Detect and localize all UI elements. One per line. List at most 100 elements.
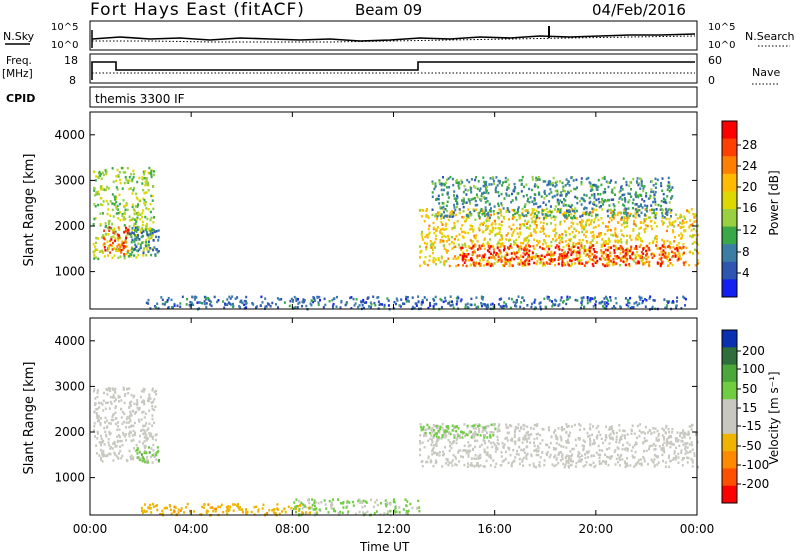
data-cell (352, 500, 355, 504)
data-cell (232, 503, 235, 506)
data-cell (478, 245, 481, 248)
data-cell (633, 432, 636, 435)
data-cell (463, 252, 466, 256)
data-cell (533, 238, 536, 241)
data-cell (454, 425, 457, 428)
data-cell (591, 433, 594, 437)
data-cell (451, 303, 454, 306)
data-cell (119, 211, 122, 214)
data-cell (626, 457, 628, 460)
data-cell (103, 426, 106, 430)
data-cell (439, 214, 442, 218)
data-cell (152, 207, 155, 211)
data-cell (561, 262, 563, 265)
data-cell (134, 226, 137, 229)
data-cell (528, 463, 531, 467)
data-cell (498, 232, 501, 235)
data-cell (342, 506, 345, 509)
data-cell (478, 424, 481, 427)
data-cell (237, 505, 240, 509)
data-cell (428, 259, 431, 262)
data-cell (466, 450, 469, 453)
data-cell (486, 260, 489, 264)
data-cell (445, 425, 448, 428)
data-cell (624, 256, 627, 260)
data-cell (143, 401, 146, 404)
data-cell (512, 449, 515, 452)
data-cell (507, 239, 510, 242)
data-cell (582, 439, 585, 442)
data-cell (563, 465, 566, 469)
data-cell (96, 414, 99, 417)
data-cell (130, 240, 133, 244)
data-cell (567, 210, 570, 214)
data-cell (523, 224, 526, 227)
data-cell (150, 447, 153, 450)
freq-tick-top: 18 (64, 54, 78, 67)
data-cell (173, 304, 176, 307)
data-cell (245, 508, 248, 511)
data-cell (574, 298, 577, 302)
data-cell (489, 238, 492, 241)
data-cell (623, 204, 626, 207)
data-cell (501, 305, 504, 309)
data-cell (595, 426, 598, 430)
data-cell (152, 505, 155, 508)
data-cell (661, 189, 664, 192)
data-cell (652, 239, 655, 243)
data-cell (677, 452, 680, 456)
colorbar-swatch (722, 381, 737, 400)
data-cell (609, 436, 612, 440)
data-cell (274, 511, 277, 515)
data-cell (601, 177, 604, 180)
data-cell (486, 241, 489, 244)
data-cell (470, 198, 473, 201)
data-cell (124, 171, 127, 174)
data-cell (643, 457, 646, 460)
data-cell (210, 304, 213, 308)
data-cell (245, 510, 248, 514)
data-cell (557, 209, 560, 213)
data-cell (620, 223, 623, 227)
data-cell (642, 189, 645, 193)
data-cell (492, 228, 495, 231)
data-cell (619, 189, 622, 192)
data-cell (514, 253, 517, 256)
data-cell (104, 454, 107, 457)
data-cell (146, 437, 149, 440)
data-cell (142, 251, 145, 255)
data-cell (142, 170, 145, 174)
data-cell (681, 464, 684, 467)
data-cell (518, 457, 521, 461)
data-cell (145, 177, 148, 180)
data-cell (618, 197, 621, 200)
nave-label: Nave (752, 66, 780, 79)
data-cell (117, 208, 119, 211)
time-xlabel: Time UT (359, 540, 410, 554)
data-cell (223, 306, 226, 309)
data-cell (487, 261, 490, 264)
data-cell (557, 208, 559, 211)
data-cell (653, 431, 656, 434)
data-cell (659, 204, 662, 208)
data-cell (523, 438, 526, 441)
data-cell (545, 245, 548, 248)
data-cell (117, 247, 120, 251)
data-cell (556, 199, 559, 202)
data-cell (551, 463, 554, 466)
data-cell (549, 214, 552, 217)
data-cell (637, 260, 640, 263)
data-cell (512, 213, 515, 217)
data-cell (614, 297, 617, 300)
data-cell (113, 400, 116, 403)
data-cell (474, 264, 477, 268)
data-cell (670, 209, 673, 212)
data-cell (651, 305, 654, 309)
data-cell (490, 430, 493, 434)
data-cell (436, 226, 439, 229)
data-cell (135, 238, 138, 242)
data-cell (602, 305, 604, 308)
data-cell (611, 455, 613, 458)
data-cell (487, 191, 490, 195)
data-cell (145, 240, 148, 244)
